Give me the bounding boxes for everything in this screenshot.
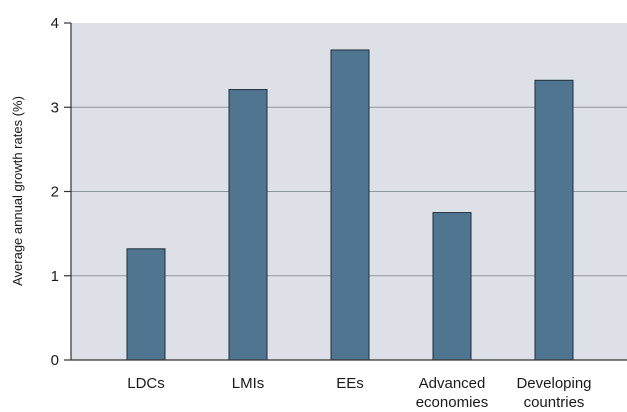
x-axis: LDCs LMIs EEs Advanced economies Developing co… (71, 359, 627, 411)
bar-lmis (228, 89, 268, 361)
y-axis: 0 1 2 3 4 (51, 15, 72, 369)
x-tick-label: LDCs (127, 375, 165, 392)
x-tick-label: economies (416, 394, 489, 411)
x-tick-label: EEs (336, 375, 364, 392)
bar-advanced-economies (432, 212, 472, 361)
y-axis-title: Average annual growth rates (%) (10, 96, 25, 286)
bar-ees (330, 49, 370, 361)
bar-developing-countries (534, 79, 574, 361)
x-tick-label: countries (524, 394, 585, 411)
y-tick-label: 2 (51, 184, 59, 201)
y-tick-label: 3 (51, 99, 59, 116)
x-tick-label: Developing (516, 375, 591, 392)
y-tick-label: 0 (51, 352, 59, 369)
x-tick-label: Advanced (419, 375, 486, 392)
bar-ldcs (126, 248, 166, 361)
x-tick-label: LMIs (232, 375, 265, 392)
bars (126, 49, 574, 361)
y-tick-label: 1 (51, 268, 59, 285)
y-tick-label: 4 (51, 15, 59, 32)
